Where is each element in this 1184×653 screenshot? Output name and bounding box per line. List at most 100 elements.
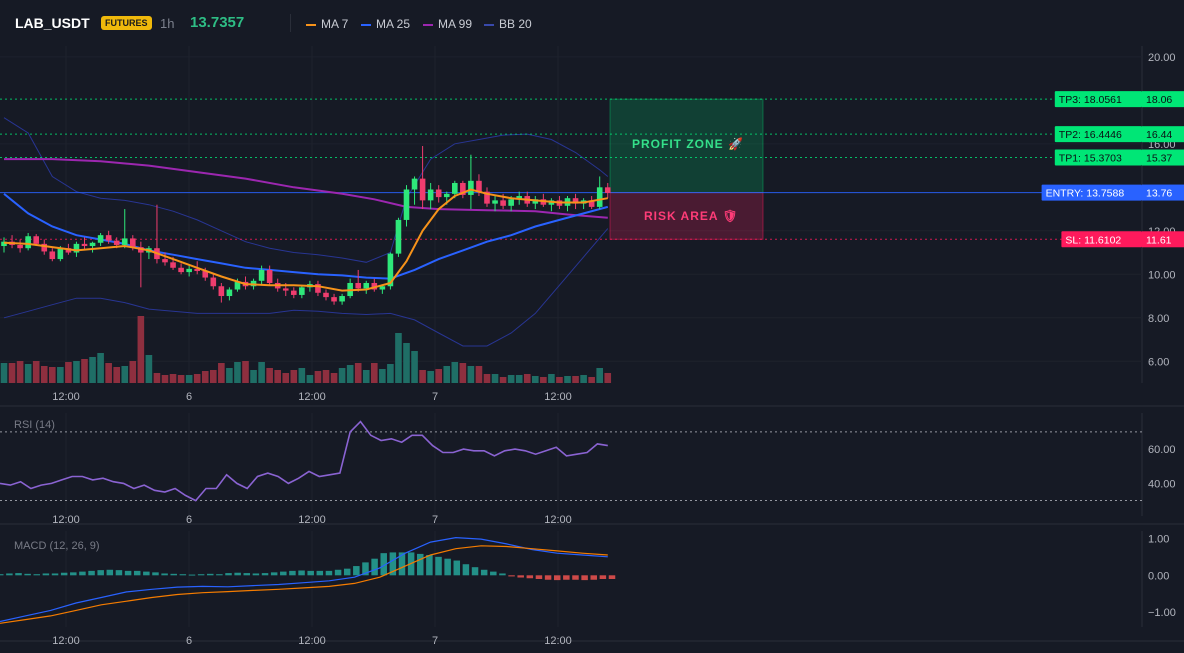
y-tick-label: 8.00 (1148, 313, 1169, 325)
header-divider (290, 14, 291, 32)
volume-bar (218, 363, 225, 383)
candle-body (379, 286, 386, 290)
macd-x-tick: 12:00 (52, 635, 80, 647)
profit-zone-label: PROFIT ZONE 🚀 (632, 137, 744, 151)
macd-histogram-bar (608, 575, 616, 579)
candle (403, 185, 410, 227)
legend-bb20[interactable]: BB 20 (484, 17, 532, 31)
macd-histogram-bar (371, 558, 378, 576)
macd-histogram-bar (115, 570, 123, 576)
candle-body (596, 187, 603, 207)
candle (371, 278, 378, 292)
candle-body (186, 268, 192, 273)
macd-histogram-bar (389, 552, 397, 576)
candle-body (162, 259, 168, 263)
level-axis-label: 15.37 (1146, 153, 1172, 165)
volume-bar (266, 368, 273, 383)
signal-line (0, 545, 608, 624)
macd-histogram-bar (572, 575, 579, 580)
y-tick-label: 20.00 (1148, 52, 1176, 64)
candle-body (210, 277, 217, 287)
volume-bar (121, 366, 129, 383)
candle-body (500, 200, 506, 206)
legend-ma7[interactable]: MA 7 (306, 17, 348, 31)
candle-body (97, 235, 104, 243)
legend-ma99[interactable]: MA 99 (423, 17, 472, 31)
x-tick-label: 12:00 (52, 391, 80, 403)
candle-body (1, 241, 7, 247)
macd-histogram-bar (106, 569, 114, 576)
volume-bar (145, 355, 153, 383)
macd-histogram-bar (70, 572, 77, 576)
macd-histogram-bar (51, 573, 59, 576)
candle (363, 280, 370, 294)
volume-bar (226, 368, 233, 383)
macd-histogram-bar (325, 570, 333, 576)
symbol-name[interactable]: LAB_USDT (15, 15, 90, 31)
candle (299, 285, 305, 299)
macd-histogram-bar (334, 569, 342, 576)
pane-bg-2 (0, 531, 1142, 627)
macd-histogram-bar (362, 562, 369, 576)
level-tag-label: ENTRY: 13.7588 (1046, 188, 1125, 200)
volume-bar (354, 363, 362, 383)
volume-bar (282, 373, 290, 383)
macd-histogram-bar (462, 564, 470, 576)
volume-bar (588, 377, 595, 383)
risk-zone (609, 192, 764, 240)
volume-bar (73, 361, 80, 383)
ma25-swatch-icon (361, 23, 371, 26)
volume-bar (523, 374, 531, 383)
macd-histogram-bar (243, 573, 251, 576)
level-axis-label: 16.44 (1146, 129, 1172, 141)
volume-bar (556, 377, 563, 383)
ma7-line (3, 188, 608, 292)
volume-bar (604, 373, 612, 383)
level-axis-bg (1142, 184, 1184, 201)
macd-histogram-bar (517, 575, 524, 578)
risk-zone-label: RISK AREA 🛡 (644, 209, 739, 223)
candle-body (604, 187, 611, 193)
candle-body (226, 289, 233, 297)
volume-bar (362, 370, 370, 383)
chart-header: LAB_USDT FUTURES 1h 13.7357 MA 7 MA 25 M… (0, 0, 1184, 46)
candle-body (484, 191, 490, 204)
rsi-x-tick: 12:00 (544, 514, 572, 526)
timeframe-selector[interactable]: 1h (160, 16, 175, 31)
macd-histogram-bar (508, 575, 515, 577)
candle-body (395, 219, 402, 254)
macd-histogram-bar (124, 570, 132, 576)
candle-body (266, 269, 273, 283)
rsi-x-tick: 6 (186, 514, 192, 526)
macd-x-tick: 6 (186, 635, 192, 647)
candle (323, 289, 329, 301)
rsi-x-tick: 12:00 (52, 514, 80, 526)
candle-body (73, 243, 80, 253)
candle-body (113, 240, 120, 245)
candle-body (508, 199, 514, 206)
volume-bar (379, 369, 386, 383)
level-tag-bg (1061, 231, 1142, 248)
candle-body (403, 189, 410, 220)
legend-ma25[interactable]: MA 25 (361, 17, 410, 31)
volume-bar (210, 370, 217, 383)
macd-histogram-bar (307, 570, 314, 576)
candle-body (178, 267, 184, 273)
volume-bar (330, 373, 338, 383)
last-price: 13.7357 (190, 14, 245, 31)
candle (379, 285, 386, 294)
volume-bar (65, 362, 72, 383)
volume-bar (201, 371, 209, 383)
macd-histogram-bar (6, 573, 13, 576)
volume-bar (451, 362, 459, 383)
macd-histogram-bar (499, 573, 506, 576)
bb-upper-line (3, 117, 609, 263)
macd-histogram-bar (197, 574, 205, 576)
volume-bar (395, 333, 402, 383)
candle (427, 182, 434, 210)
macd-histogram-bar (380, 553, 387, 576)
level-axis-label: 11.61 (1146, 234, 1172, 246)
volume-bar (8, 363, 16, 383)
rsi-line (0, 420, 608, 502)
